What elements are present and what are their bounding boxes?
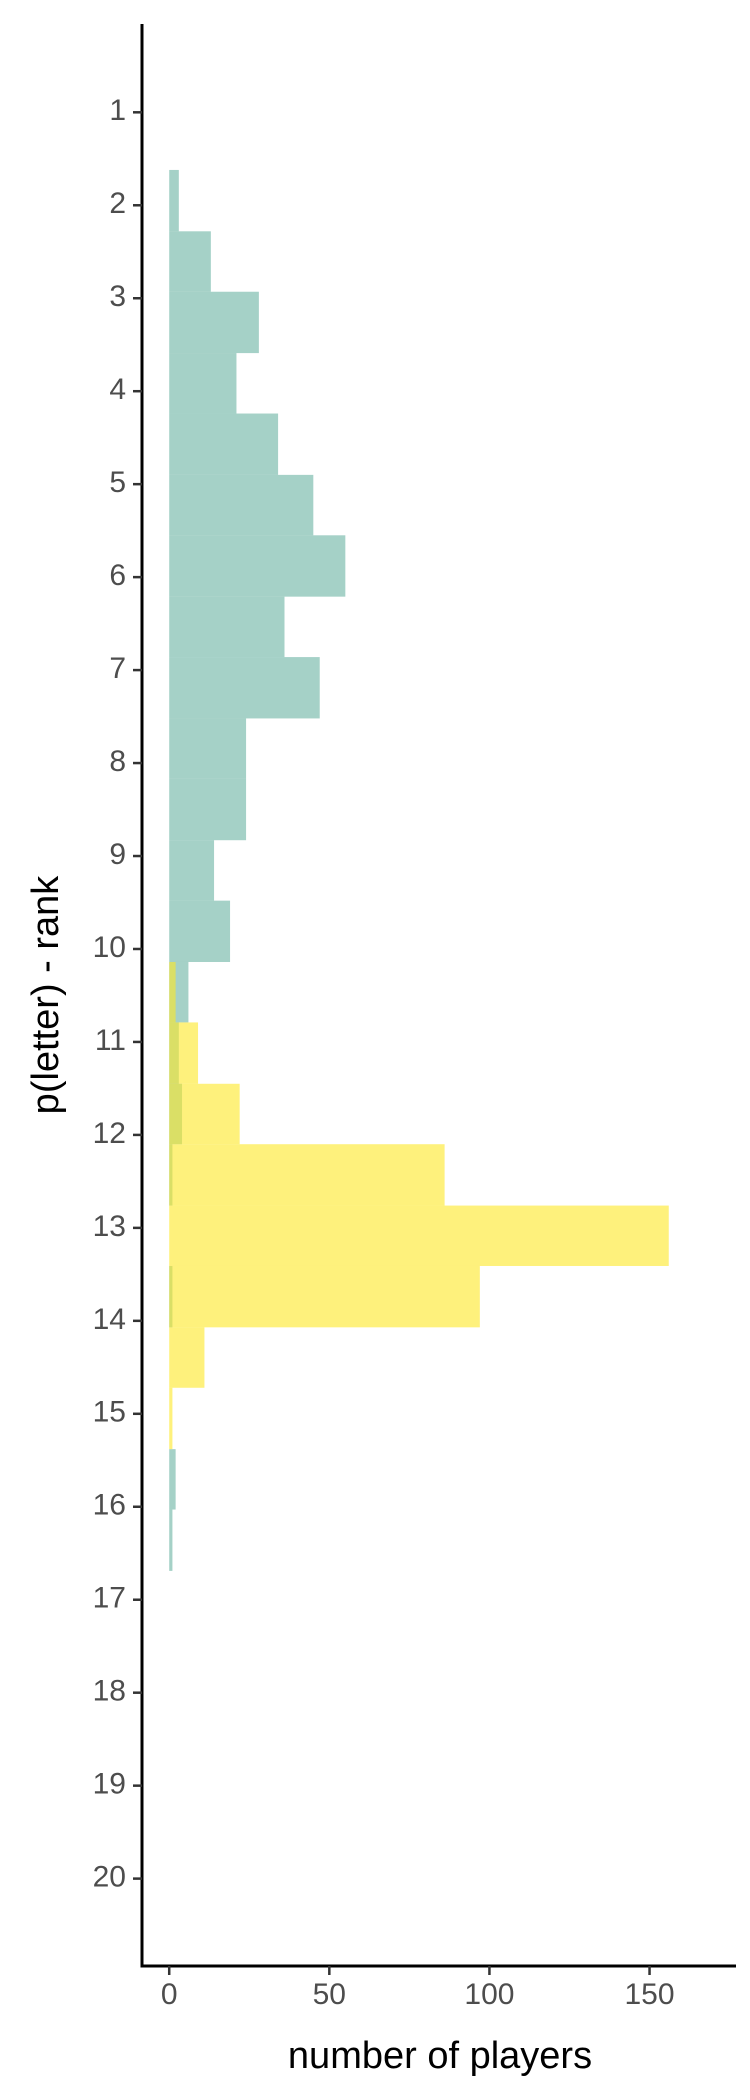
- y-tick-label: 5: [109, 466, 126, 499]
- y-tick-label: 9: [109, 838, 126, 871]
- bar: [169, 1449, 176, 1510]
- y-tick-label: 11: [95, 1024, 126, 1057]
- bar: [169, 1022, 199, 1084]
- y-axis-title: p(letter) - rank: [25, 875, 67, 1115]
- y-tick-label: 20: [93, 1861, 126, 1894]
- bar: [169, 1265, 480, 1328]
- bar: [169, 474, 314, 536]
- x-axis-title: number of players: [288, 2035, 592, 2077]
- bar: [169, 169, 179, 232]
- x-tick-label: 0: [161, 1978, 178, 2011]
- bar: [169, 778, 247, 841]
- bar: [169, 353, 237, 414]
- y-tick-label: 17: [93, 1582, 126, 1615]
- y-tick-label: 18: [93, 1675, 126, 1708]
- y-tick-label: 15: [93, 1396, 126, 1429]
- bar: [169, 718, 247, 779]
- y-tick-label: 6: [109, 559, 126, 592]
- y-tick-label: 19: [93, 1768, 126, 1801]
- bar: [169, 840, 215, 901]
- y-tick-label: 16: [93, 1489, 126, 1522]
- y-tick-label: 7: [109, 652, 126, 685]
- bar: [169, 413, 279, 475]
- y-tick-label: 8: [109, 745, 126, 778]
- x-tick-label: 150: [625, 1978, 675, 2011]
- y-tick-label: 3: [109, 280, 126, 313]
- bar: [169, 1509, 173, 1571]
- x-tick-label: 50: [313, 1978, 346, 2011]
- bar: [169, 1387, 173, 1450]
- bar: [169, 900, 231, 962]
- bar: [169, 291, 259, 354]
- y-tick-label: 10: [93, 931, 126, 964]
- bar: [169, 1327, 205, 1388]
- bar: [169, 1083, 240, 1145]
- y-tick-label: 1: [109, 94, 126, 127]
- bar: [169, 1205, 669, 1266]
- bar: [169, 535, 346, 597]
- bar: [169, 657, 320, 719]
- y-tick-label: 2: [109, 187, 126, 220]
- y-tick-label: 13: [93, 1210, 126, 1243]
- bar: [169, 961, 176, 1023]
- y-tick-label: 4: [109, 373, 126, 406]
- bar: [169, 231, 211, 292]
- y-tick-label: 14: [93, 1303, 126, 1336]
- y-tick-label: 12: [93, 1117, 126, 1150]
- bar: [169, 1144, 445, 1206]
- x-tick-label: 100: [464, 1978, 514, 2011]
- bar: [169, 596, 285, 658]
